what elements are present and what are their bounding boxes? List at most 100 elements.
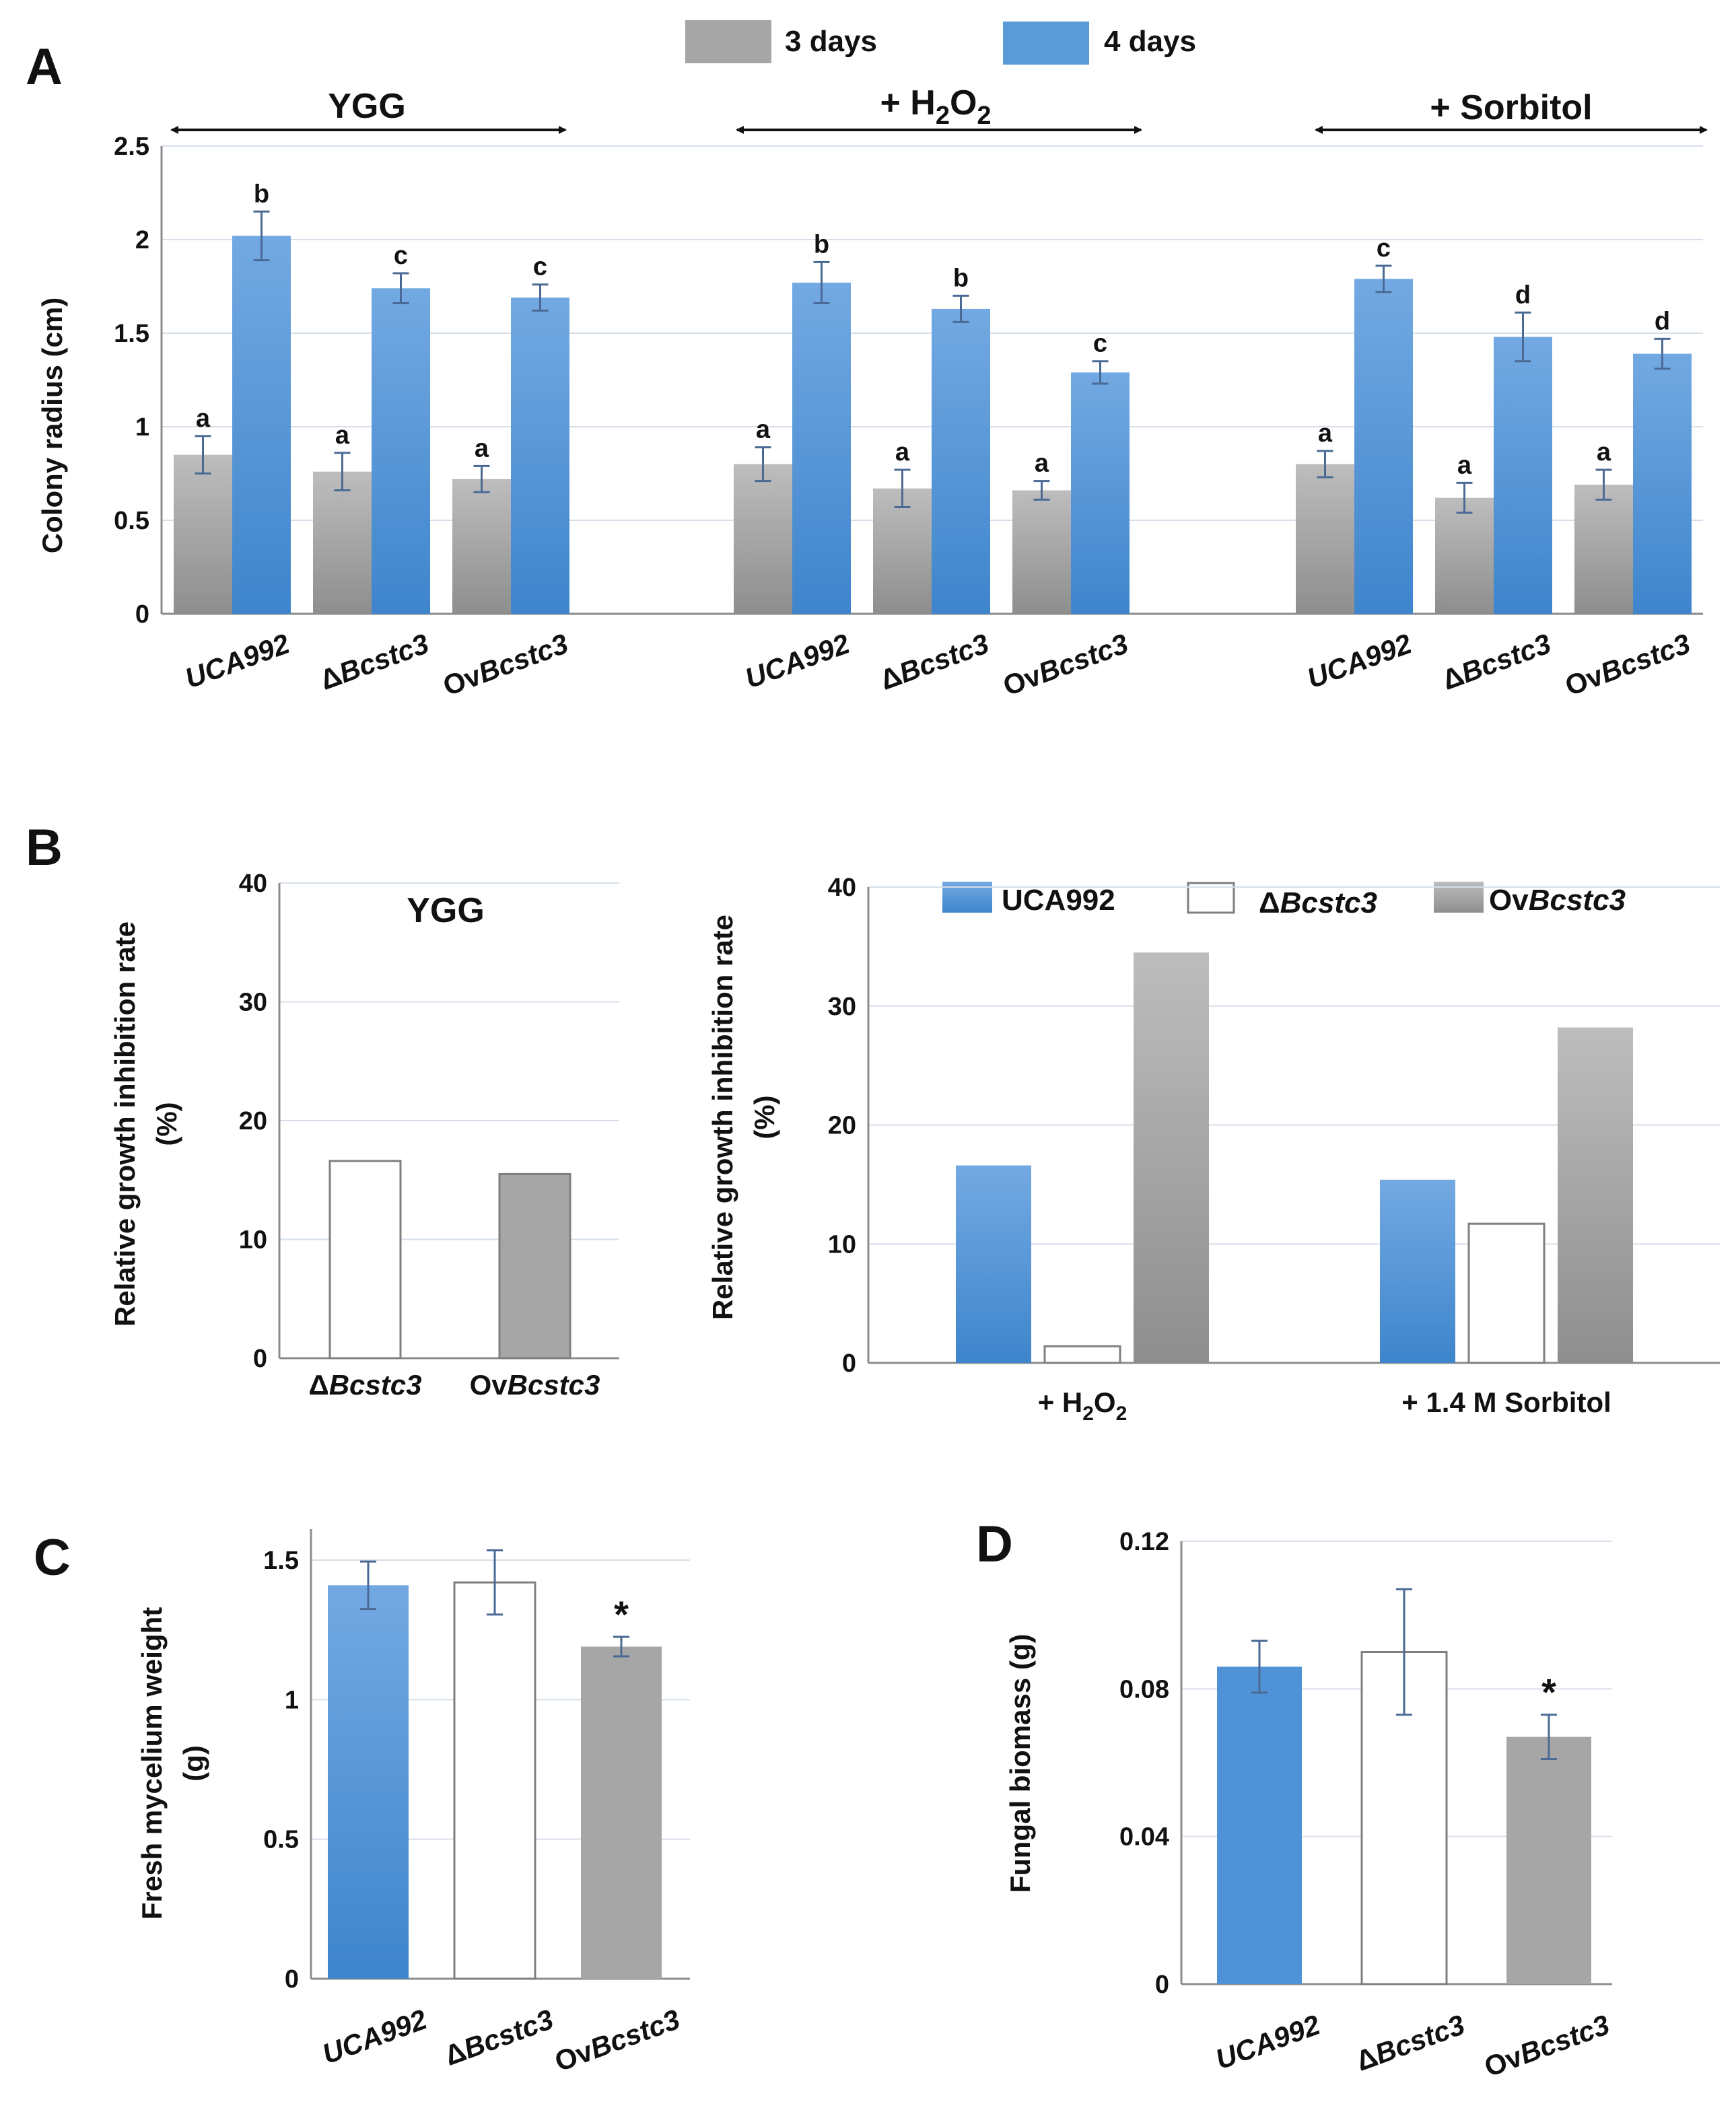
legend-b2-swatch-uca992 <box>942 882 992 913</box>
c-error-bar <box>613 1635 629 1658</box>
a-bar-4days <box>932 308 990 614</box>
c-error-bar <box>487 1549 503 1616</box>
a-error-bar <box>894 468 911 509</box>
xcats-b1: ΔBcstc3 OvBcstc3 <box>309 1369 600 1401</box>
panel-d: D Fungal biomass (g) * 0 0.04 0.08 0.12 UCA… <box>976 1516 1613 2083</box>
legend-a-swatch-3days <box>685 20 771 63</box>
a-significance-letter: a <box>1597 438 1611 466</box>
axis-title-a: Colony radius (cm) <box>36 297 68 553</box>
bars-b2 <box>956 952 1633 1364</box>
a-significance-letter: c <box>1377 234 1391 262</box>
b2-bar-ov <box>1558 1027 1633 1363</box>
d-error-bar <box>1251 1640 1268 1694</box>
a-significance-letter: a <box>1318 419 1333 448</box>
d-ytick-label: 0.04 <box>1119 1823 1169 1852</box>
c-category-label: UCA992 <box>318 2003 431 2070</box>
yticks-c: 0 0.5 1 1.5 <box>263 1547 299 1994</box>
xcats-b2: + H2O2 + 1.4 M Sorbitol <box>1038 1386 1611 1425</box>
a-significance-letter: c <box>394 242 408 270</box>
a-error-bar <box>952 294 969 323</box>
a-significance-letter: c <box>1093 330 1107 358</box>
a-significance-letter: b <box>254 180 269 208</box>
b2-bar-delta <box>1043 1345 1121 1364</box>
b2-ytick-label: 20 <box>828 1112 856 1140</box>
b2-bar-delta <box>1467 1222 1546 1364</box>
panel-a-label: A <box>26 38 63 96</box>
b2-bar-uca992 <box>1380 1179 1455 1363</box>
a-category-label: ΔBcstc3 <box>1438 627 1555 696</box>
group-label-sorbitol: + Sorbitol <box>1430 88 1592 127</box>
a-ytick-label: 1 <box>135 413 149 442</box>
yticks-a: 0 0.5 1 1.5 2 2.5 <box>114 133 149 629</box>
c-ytick-label: 0.5 <box>263 1826 299 1854</box>
legend-b2-swatch-delta <box>1187 882 1235 914</box>
a-error-bar <box>195 435 211 474</box>
chart-title-b1: YGG <box>407 891 485 930</box>
bars-d: * <box>1217 1588 1591 1985</box>
c-significance-star: * <box>614 1593 629 1635</box>
a-category-label: UCA992 <box>1303 627 1416 694</box>
a-error-bar <box>334 452 351 492</box>
b2-category-label: + 1.4 M Sorbitol <box>1401 1386 1611 1418</box>
b2-ytick-label: 0 <box>842 1349 856 1378</box>
c-ytick-label: 1.5 <box>263 1547 299 1575</box>
d-ytick-label: 0.08 <box>1119 1675 1169 1703</box>
legend-b2-label-uca992: UCA992 <box>1002 884 1115 917</box>
axis-title-c: Fresh mycelium weight (g) <box>136 1607 209 1920</box>
d-significance-star: * <box>1541 1671 1556 1714</box>
legend-b2-label-delta: ΔBcstc3 <box>1259 886 1377 919</box>
a-bar-4days <box>372 288 430 614</box>
a-bar-3days <box>1012 490 1071 614</box>
b1-ytick-label: 0 <box>253 1345 267 1373</box>
a-error-bar <box>392 272 409 305</box>
a-bar-3days <box>1296 464 1354 614</box>
a-significance-letter: d <box>1655 307 1670 335</box>
b2-bar-uca992 <box>956 1165 1031 1363</box>
a-category-label: OvBcstc3 <box>1561 627 1694 701</box>
b1-ytick-label: 40 <box>239 870 267 898</box>
a-ytick-label: 0.5 <box>114 507 149 535</box>
a-ytick-label: 1.5 <box>114 320 149 348</box>
a-bar-3days <box>452 479 511 614</box>
a-bar-3days <box>174 454 232 614</box>
panel-d-label: D <box>976 1516 1013 1573</box>
a-error-bar <box>1515 311 1531 363</box>
c-bar-uca992 <box>328 1585 409 1979</box>
a-significance-letter: b <box>953 264 969 292</box>
b1-ytick-label: 20 <box>239 1107 267 1135</box>
bars-b1 <box>328 1160 571 1360</box>
axis-title-b1: Relative growth inhibition rate (%) <box>109 921 182 1327</box>
bars-a: a b a c a c a b a b a c a c a d a d <box>174 180 1692 614</box>
legend-a-label-3days: 3 days <box>785 25 877 58</box>
panel-b-left: B Relative growth inhibition rate (%) YGG… <box>26 819 619 1401</box>
a-bar-4days <box>1354 279 1413 614</box>
a-significance-letter: c <box>533 253 547 281</box>
d-error-bar <box>1541 1714 1557 1761</box>
d-bar-uca992 <box>1217 1666 1302 1984</box>
a-bar-3days <box>873 488 932 614</box>
b1-category-label: ΔBcstc3 <box>309 1369 422 1401</box>
a-error-bar <box>1375 265 1392 293</box>
panel-b-label: B <box>26 819 63 876</box>
a-error-bar <box>1654 337 1671 370</box>
d-ytick-label: 0.12 <box>1119 1528 1169 1556</box>
a-significance-letter: a <box>335 421 350 450</box>
a-significance-letter: a <box>1035 450 1049 478</box>
c-bar-delta <box>453 1581 536 1980</box>
axis-title-b2: Relative growth inhibition rate (%) <box>707 915 780 1320</box>
a-error-bar <box>532 283 549 312</box>
a-category-label: ΔBcstc3 <box>316 627 433 696</box>
a-bar-3days <box>734 464 792 614</box>
a-bar-4days <box>1494 337 1552 614</box>
xcats-d: UCA992 ΔBcstc3 OvBcstc3 <box>1212 2008 1613 2082</box>
b2-ytick-label: 40 <box>828 874 856 902</box>
a-significance-letter: d <box>1515 281 1531 309</box>
panel-b-right: Relative growth inhibition rate (%) UCA99… <box>707 874 1720 1425</box>
yticks-b2: 0 10 20 30 40 <box>828 874 856 1378</box>
a-bar-4days <box>792 282 851 614</box>
d-bar-ov <box>1506 1736 1591 1984</box>
a-category-label: ΔBcstc3 <box>876 627 993 696</box>
a-bar-4days <box>1633 353 1692 614</box>
legend-b2-label-ov: OvBcstc3 <box>1489 884 1626 917</box>
